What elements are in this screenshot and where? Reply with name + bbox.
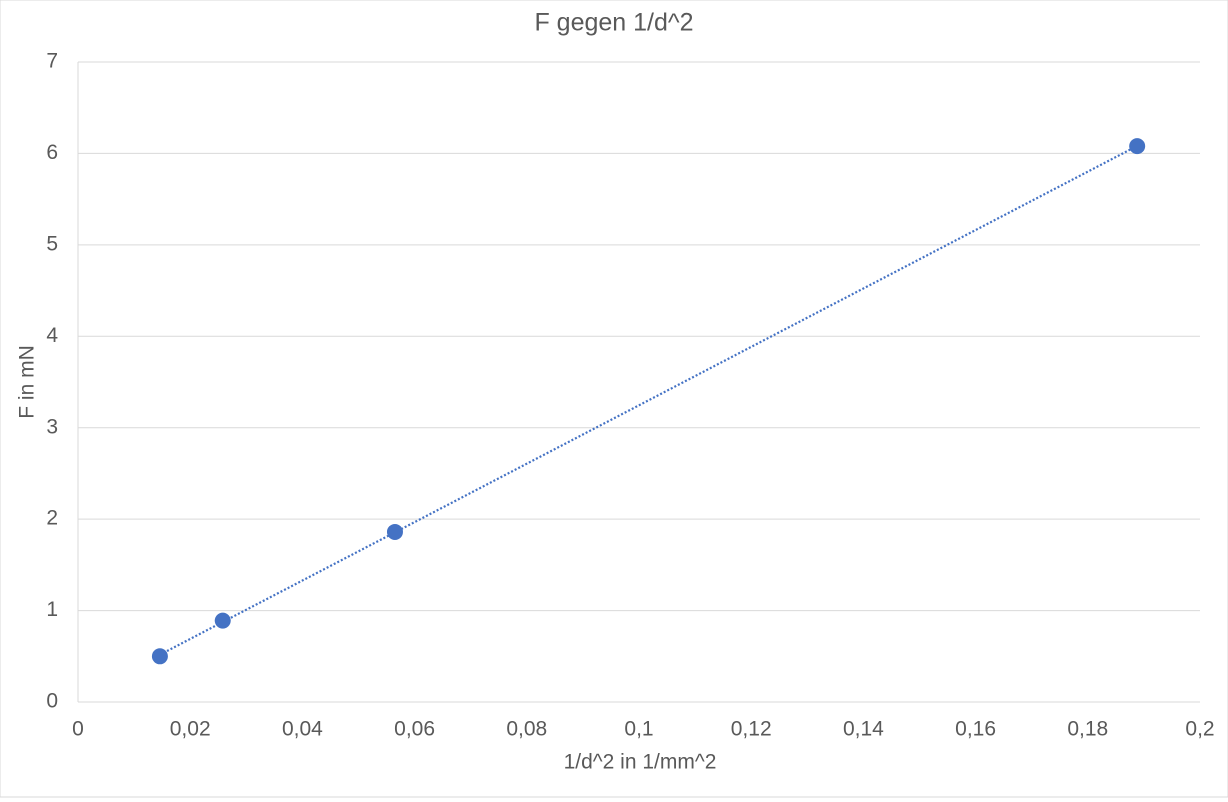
x-tick-label: 0,2	[1185, 718, 1214, 741]
point	[151, 648, 168, 665]
chart-title: F gegen 1/d^2	[534, 9, 693, 37]
x-tick-label: 0,14	[843, 718, 884, 741]
y-tick-label: 1	[46, 598, 58, 621]
point	[386, 523, 403, 540]
y-tick-label: 6	[46, 141, 58, 164]
x-tick-label: 0,08	[506, 718, 547, 741]
y-tick-label: 7	[46, 50, 58, 73]
x-axis-label: 1/d^2 in 1/mm^2	[564, 751, 717, 774]
point	[214, 612, 231, 629]
x-tick-label: 0,1	[624, 718, 653, 741]
y-tick-label: 5	[46, 232, 58, 255]
point	[1129, 138, 1146, 155]
x-tick-label: 0,02	[170, 718, 211, 741]
y-tick-label: 2	[46, 507, 58, 530]
x-tick-label: 0,12	[731, 718, 772, 741]
y-tick-label: 4	[46, 324, 58, 347]
y-tick-label: 3	[46, 415, 58, 438]
x-tick-label: 0,16	[955, 718, 996, 741]
x-tick-label: 0,18	[1067, 718, 1108, 741]
y-tick-label: 0	[46, 690, 58, 713]
x-tick-label: 0	[72, 718, 84, 741]
x-tick-label: 0,04	[282, 718, 323, 741]
y-axis-label: F in mN	[16, 345, 39, 419]
x-tick-label: 0,06	[394, 718, 435, 741]
